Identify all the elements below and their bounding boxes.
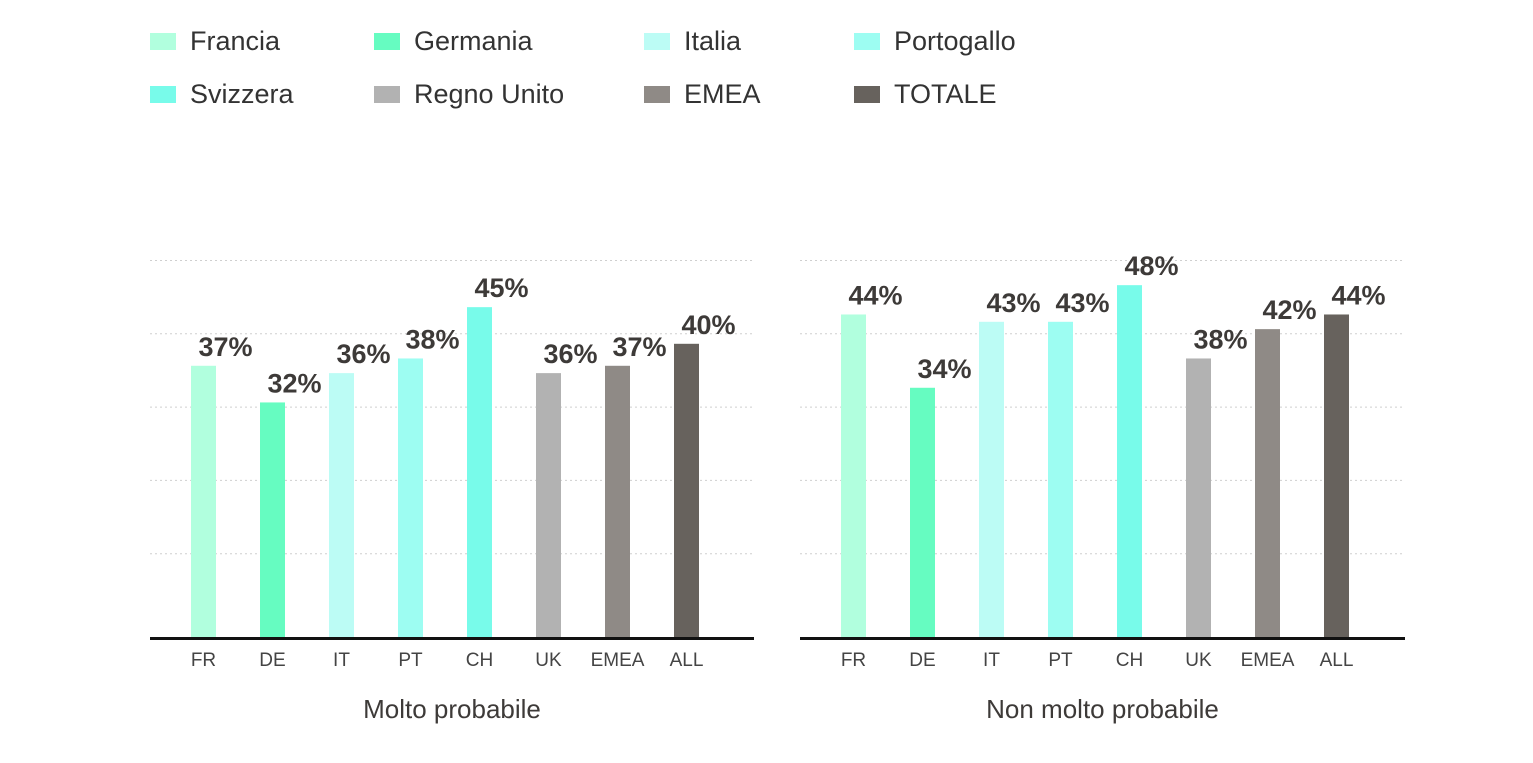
bar-de — [260, 402, 285, 637]
legend-label: Regno Unito — [414, 78, 565, 109]
data-label: 45% — [474, 273, 528, 303]
bar-all — [674, 343, 699, 637]
data-label: 43% — [1055, 288, 1109, 318]
bar-de — [910, 387, 935, 637]
chart-title: Non molto probabile — [986, 694, 1219, 724]
legend-swatch — [854, 85, 880, 103]
bar-fr — [191, 365, 216, 637]
x-tick-label: CH — [1116, 650, 1143, 671]
bar-ch — [467, 307, 492, 637]
bar-fr — [841, 314, 866, 637]
chart-title: Molto probabile — [363, 694, 541, 724]
bar-ch — [1117, 285, 1142, 637]
chart-molto-probabile: 37% FR 32% DE 36% IT 38% PT 45% CH 36% UK 37% EMEA 40%… — [150, 260, 754, 724]
bar-pt — [1048, 321, 1073, 637]
legend-swatch — [644, 32, 670, 50]
data-label: 34% — [917, 354, 971, 384]
bar-it — [329, 373, 354, 637]
x-tick-label: UK — [535, 650, 562, 671]
bar-emea — [1255, 329, 1280, 637]
x-tick-label: PT — [398, 650, 423, 671]
x-tick-label: PT — [1048, 650, 1073, 671]
data-label: 42% — [1262, 295, 1316, 325]
x-tick-label: FR — [191, 650, 216, 671]
data-label: 40% — [681, 310, 735, 340]
legend-label: Svizzera — [190, 78, 294, 109]
x-tick-label: ALL — [1320, 650, 1354, 671]
x-tick-label: IT — [983, 650, 1000, 671]
bar-it — [979, 321, 1004, 637]
data-label: 32% — [267, 368, 321, 398]
x-tick-label: UK — [1185, 650, 1212, 671]
x-tick-label: EMEA — [1241, 650, 1295, 671]
legend-item-portogallo: Portogallo — [854, 24, 1016, 58]
legend-swatch — [644, 85, 670, 103]
legend-item-germania: Germania — [374, 24, 533, 58]
legend-item-totale: TOTALE — [854, 77, 997, 111]
legend-swatch — [150, 32, 176, 50]
x-tick-label: ALL — [670, 650, 704, 671]
legend-swatch — [854, 32, 880, 50]
x-tick-label: EMEA — [591, 650, 645, 671]
data-label: 38% — [1193, 324, 1247, 354]
legend-item-regno-unito: Regno Unito — [374, 77, 564, 111]
data-label: 36% — [543, 339, 597, 369]
legend-label: Italia — [684, 25, 742, 56]
chart-non-molto-probabile: 44% FR 34% DE 43% IT 43% PT 48% CH 38% UK 42% EMEA 44%… — [800, 251, 1405, 724]
x-tick-label: DE — [909, 650, 935, 671]
legend-label: Germania — [414, 25, 533, 56]
data-label: 38% — [405, 324, 459, 354]
x-tick-label: FR — [841, 650, 866, 671]
legend-swatch — [374, 32, 400, 50]
data-label: 48% — [1124, 251, 1178, 281]
legend-label: TOTALE — [894, 78, 997, 109]
bar-all — [1324, 314, 1349, 637]
legend-item-emea: EMEA — [644, 77, 761, 111]
legend-label: EMEA — [684, 78, 761, 109]
bar-emea — [605, 365, 630, 637]
x-tick-label: CH — [466, 650, 493, 671]
legend-item-svizzera: Svizzera — [150, 77, 294, 111]
bar-pt — [398, 358, 423, 637]
x-tick-label: IT — [333, 650, 350, 671]
legend-label: Portogallo — [894, 25, 1016, 56]
data-label: 37% — [198, 332, 252, 362]
legend-swatch — [374, 85, 400, 103]
data-label: 44% — [848, 280, 902, 310]
data-label: 43% — [986, 288, 1040, 318]
data-label: 37% — [612, 332, 666, 362]
bar-uk — [1186, 358, 1211, 637]
legend-swatch — [150, 85, 176, 103]
legend-item-francia: Francia — [150, 24, 280, 58]
legend-item-italia: Italia — [644, 24, 741, 58]
bar-uk — [536, 373, 561, 637]
legend: Francia Germania Italia Portogallo Svizz… — [150, 22, 1150, 122]
x-tick-label: DE — [259, 650, 285, 671]
data-label: 44% — [1331, 280, 1385, 310]
data-label: 36% — [336, 339, 390, 369]
legend-label: Francia — [190, 25, 281, 56]
